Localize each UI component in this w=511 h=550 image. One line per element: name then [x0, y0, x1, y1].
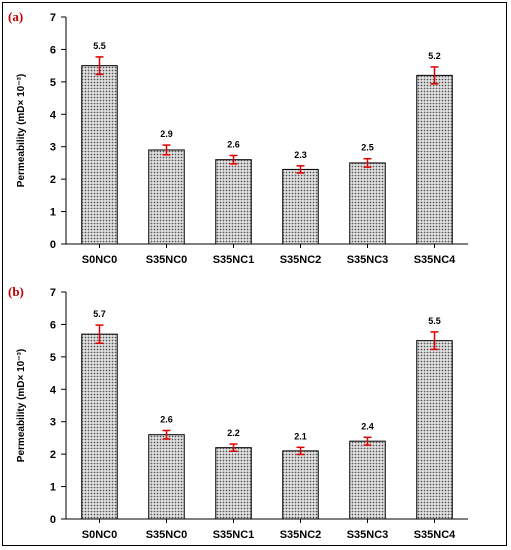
y-tick-label: 5	[50, 77, 56, 89]
bar	[148, 149, 185, 245]
data-label: 5.5	[428, 316, 441, 326]
data-label: 2.5	[361, 143, 374, 153]
data-label: 2.1	[294, 431, 307, 441]
data-label: 2.3	[294, 150, 307, 160]
x-tick-label: S0NC0	[82, 529, 117, 541]
bar	[215, 159, 252, 245]
y-tick-label: 6	[50, 319, 56, 331]
y-tick-label: 7	[50, 12, 56, 24]
bar	[215, 447, 252, 520]
y-tick-label: 5	[50, 352, 56, 364]
y-tick-label: 4	[50, 109, 57, 121]
x-tick-label: S35NC4	[414, 529, 456, 541]
bar	[349, 440, 386, 520]
y-tick-label: 1	[50, 482, 56, 494]
bar	[416, 340, 453, 520]
y-tick-label: 1	[50, 207, 56, 219]
y-axis-label: Permeability (mD× 10⁻³)	[16, 349, 27, 462]
y-axis-label: Permeability (mD× 10⁻³)	[16, 74, 27, 187]
x-tick-label: S35NC2	[280, 254, 322, 266]
bar	[282, 450, 319, 520]
data-label: 2.2	[227, 428, 240, 438]
x-tick-label: S35NC3	[347, 529, 389, 541]
y-tick-label: 7	[50, 287, 56, 299]
bar	[81, 65, 118, 245]
data-label: 2.4	[361, 421, 374, 431]
x-tick-label: S35NC4	[414, 254, 456, 266]
bar	[148, 434, 185, 520]
y-tick-label: 6	[50, 44, 56, 56]
x-tick-label: S35NC3	[347, 254, 389, 266]
y-tick-label: 2	[50, 449, 56, 461]
data-label: 2.9	[160, 129, 173, 139]
bar	[416, 74, 453, 245]
y-tick-label: 3	[50, 417, 56, 429]
y-tick-label: 0	[50, 514, 56, 526]
bar	[282, 168, 319, 245]
y-tick-label: 3	[50, 142, 56, 154]
data-label: 2.6	[227, 139, 240, 149]
x-tick-label: S35NC0	[146, 254, 188, 266]
data-label: 5.7	[93, 309, 106, 319]
bar	[81, 333, 118, 520]
y-tick-label: 2	[50, 174, 56, 186]
panel-label: (a)	[8, 9, 23, 24]
x-tick-label: S0NC0	[82, 254, 117, 266]
y-tick-label: 0	[50, 239, 56, 251]
data-label: 2.6	[160, 414, 173, 424]
bar	[349, 162, 386, 245]
y-tick-label: 4	[50, 384, 57, 396]
x-tick-label: S35NC2	[280, 529, 322, 541]
data-label: 5.2	[428, 51, 441, 61]
panel-label: (b)	[8, 284, 24, 299]
x-tick-label: S35NC1	[213, 529, 255, 541]
x-tick-label: S35NC0	[146, 529, 188, 541]
data-label: 5.5	[93, 41, 106, 51]
x-tick-label: S35NC1	[213, 254, 255, 266]
